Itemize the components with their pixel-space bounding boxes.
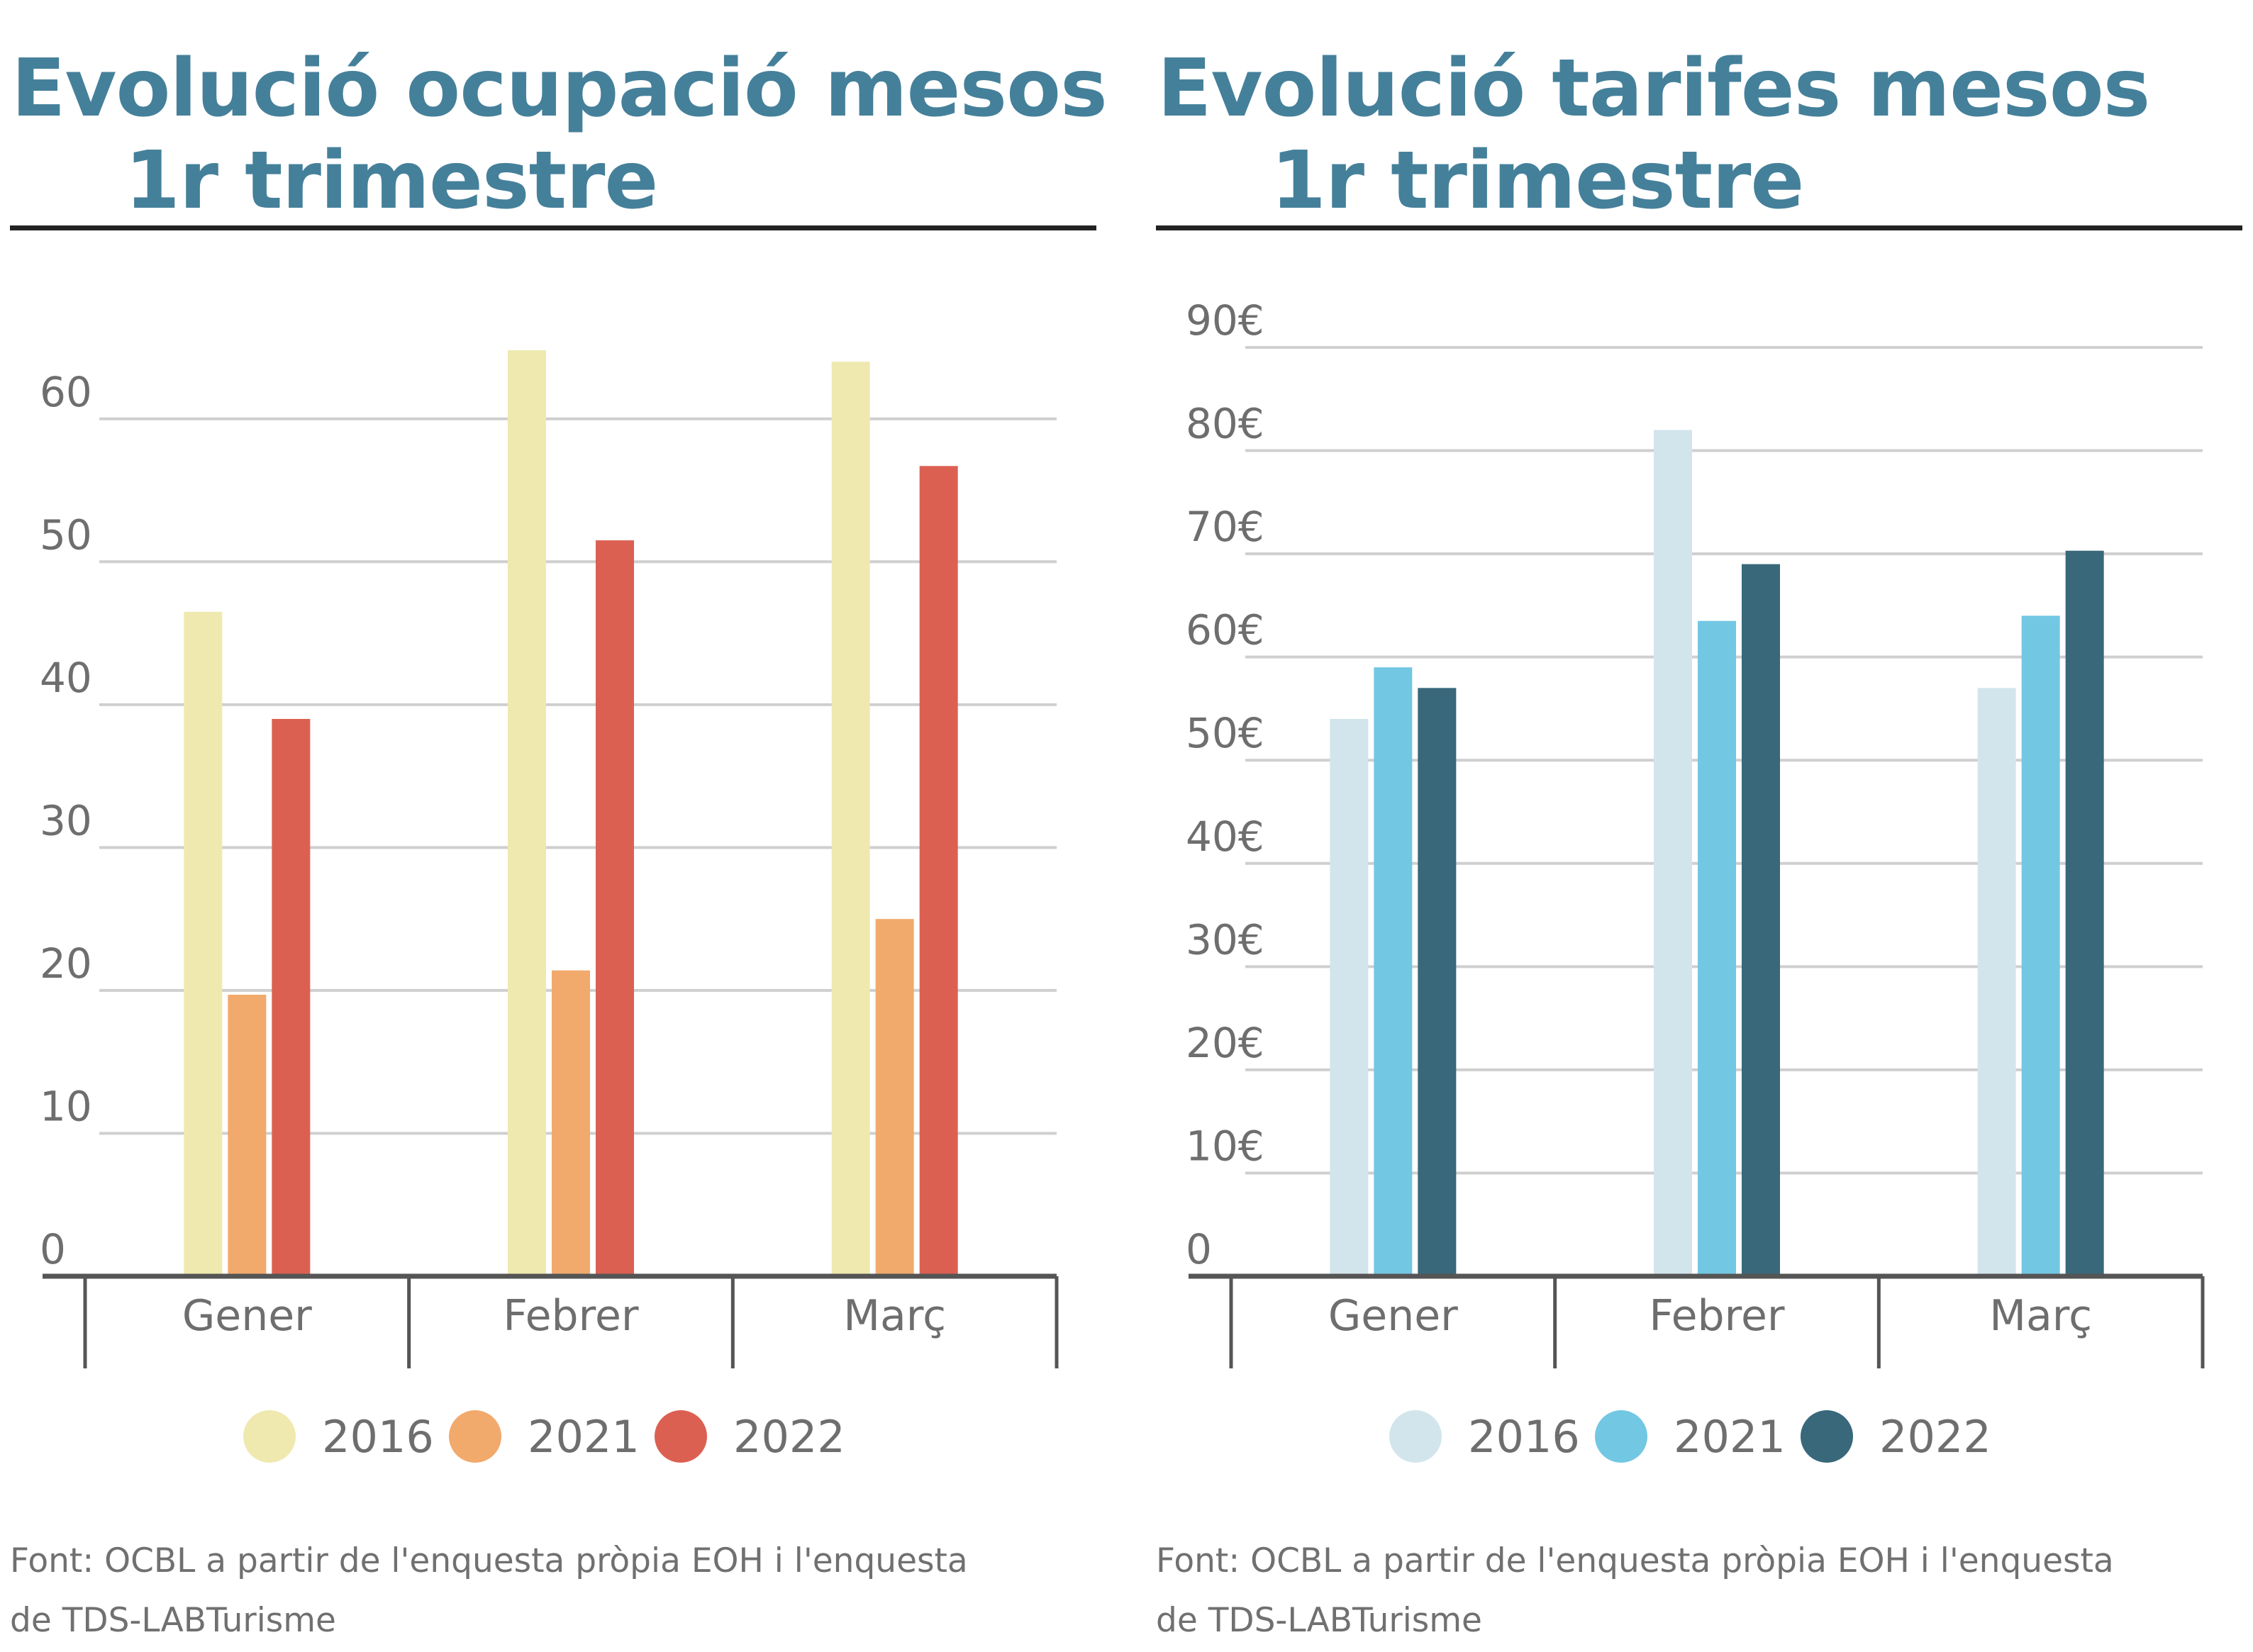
bars	[184, 350, 958, 1277]
bar-2016-Gener	[184, 611, 223, 1276]
legend-label-2022: 2022	[1879, 1411, 1991, 1463]
rates-title-line2: 1r trimestre	[1271, 135, 1804, 227]
legend-label-2016: 2016	[1468, 1411, 1580, 1463]
bar-2021-Març	[2021, 615, 2060, 1276]
x-tick-labels: Gener Febrer Març	[1328, 1291, 2092, 1341]
bar-2016-Gener	[1330, 719, 1369, 1276]
source-note: Font: OCBL a partir de l'enquesta pròpia…	[10, 1541, 968, 1640]
x-tick-labels: Gener Febrer Març	[182, 1291, 946, 1341]
category-separators	[1229, 1276, 2205, 1368]
legend-swatch-2021	[449, 1410, 501, 1463]
x-tick-label: Març	[1989, 1291, 2092, 1341]
bar-2022-Febrer	[1742, 564, 1780, 1276]
y-tick-label: 30	[40, 796, 92, 844]
title-divider	[1156, 225, 2242, 230]
y-tick-label: 60€	[1186, 606, 1264, 654]
bar-2022-Març	[919, 466, 958, 1277]
x-tick-label: Gener	[1328, 1291, 1458, 1341]
occupancy-title-line2: 1r trimestre	[125, 135, 658, 227]
legend: 2016 2021 2022	[1389, 1410, 1991, 1463]
bar-2016-Febrer	[508, 350, 546, 1276]
y-tick-label: 10€	[1186, 1122, 1264, 1170]
y-tick-label: 50€	[1186, 709, 1264, 757]
y-tick-label: 40€	[1186, 813, 1264, 861]
occupancy-title-line1: Evolució ocupació mesos	[11, 43, 1108, 135]
legend-swatch-2016	[243, 1410, 296, 1463]
y-tick-label: 0	[1186, 1225, 1212, 1273]
rates-panel: Evolució tarifes mesos 1r trimestre 0 10€…	[1146, 0, 2252, 1652]
y-tick-label: 30€	[1186, 915, 1264, 964]
rates-bar-chart: 0 10€ 20€ 30€ 40€ 50€ 60€ 70€ 80€ 90€ Gener Febrer M…	[1186, 296, 2205, 1463]
y-tick-label: 40	[40, 654, 92, 702]
y-tick-label: 10	[40, 1082, 92, 1130]
y-tick-label: 20	[40, 939, 92, 988]
x-tick-label: Febrer	[1649, 1291, 1784, 1341]
bar-2022-Gener	[272, 719, 311, 1276]
x-tick-label: Març	[843, 1291, 946, 1341]
y-tick-labels: 0 10 20 30 40 50 60	[40, 368, 92, 1273]
bar-2021-Febrer	[1698, 620, 1736, 1276]
x-tick-label: Febrer	[503, 1291, 638, 1341]
bar-2021-Març	[875, 919, 914, 1276]
legend-swatch-2022	[655, 1410, 707, 1463]
bar-2021-Gener	[1374, 667, 1413, 1276]
y-tick-label: 60	[40, 368, 92, 416]
occupancy-bar-chart: 0 10 20 30 40 50 60 Gener Febrer Març 2016 2021 2022	[40, 350, 1059, 1463]
bar-2016-Febrer	[1654, 430, 1692, 1276]
y-tick-label: 50	[40, 510, 92, 559]
title-divider	[10, 225, 1096, 230]
bar-2016-Març	[1977, 688, 2016, 1276]
x-tick-label: Gener	[182, 1291, 312, 1341]
bar-2022-Març	[2065, 550, 2104, 1276]
bar-2022-Gener	[1418, 688, 1457, 1276]
y-tick-label: 90€	[1186, 296, 1264, 345]
legend-swatch-2016	[1389, 1410, 1442, 1463]
y-tick-label: 0	[40, 1225, 66, 1273]
bar-2022-Febrer	[596, 540, 634, 1276]
legend-label-2021: 2021	[1674, 1411, 1786, 1463]
occupancy-chart-title: Evolució ocupació mesos 1r trimestre	[11, 43, 1108, 227]
y-tick-labels: 0 10€ 20€ 30€ 40€ 50€ 60€ 70€ 80€ 90€	[1186, 296, 1264, 1273]
y-tick-label: 80€	[1186, 400, 1264, 448]
legend-label-2016: 2016	[322, 1411, 434, 1463]
rates-title-line1: Evolució tarifes mesos	[1157, 43, 2150, 135]
legend-label-2022: 2022	[733, 1411, 845, 1463]
bar-2021-Gener	[228, 994, 267, 1276]
y-tick-label: 70€	[1186, 503, 1264, 551]
legend-label-2021: 2021	[528, 1411, 640, 1463]
bars	[1330, 430, 2104, 1276]
category-separators	[83, 1276, 1059, 1368]
occupancy-panel: Evolució ocupació mesos 1r trimestre 0 10…	[0, 0, 1108, 1652]
y-tick-label: 20€	[1186, 1019, 1264, 1067]
bar-2016-Març	[831, 362, 870, 1277]
rates-chart-title: Evolució tarifes mesos 1r trimestre	[1157, 43, 2150, 227]
legend-swatch-2021	[1595, 1410, 1647, 1463]
legend: 2016 2021 2022	[243, 1410, 845, 1463]
legend-swatch-2022	[1801, 1410, 1853, 1463]
source-note: Font: OCBL a partir de l'enquesta pròpia…	[1156, 1541, 2114, 1640]
bar-2021-Febrer	[552, 970, 590, 1276]
